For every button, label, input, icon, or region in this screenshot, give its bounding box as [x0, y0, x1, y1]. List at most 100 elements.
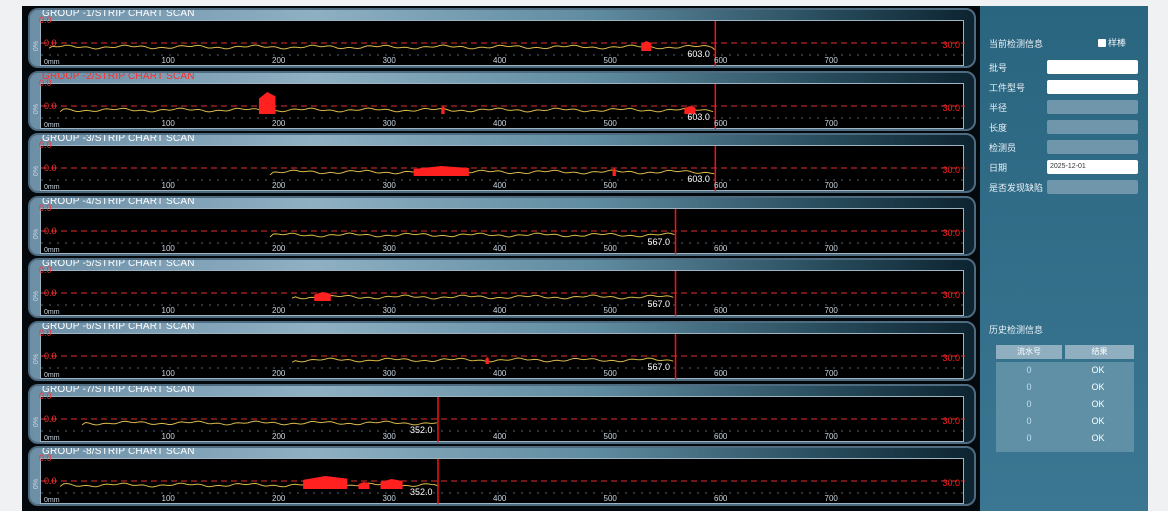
strip-plot-svg: [41, 334, 965, 379]
axis-tick-label: 400: [493, 369, 507, 378]
axis-tick-label: 700: [824, 369, 838, 378]
strip-title: GROUP -2/STRIP CHART SCAN: [42, 70, 195, 82]
field-label: 检测员: [989, 143, 1017, 153]
strip-chart-group-5: GROUP -5/STRIP CHART SCAN 0.0 0.0 0% 0mm 100 2…: [28, 258, 976, 319]
mm-origin-label: 0mm: [44, 59, 60, 66]
history-result: OK: [1091, 399, 1105, 409]
history-serial: 0: [1026, 365, 1032, 375]
axis-tick-label: 100: [161, 306, 175, 316]
strip-plot-svg: [41, 271, 965, 317]
axis-tick-label: 600: [714, 306, 728, 316]
scan-trace: [59, 107, 714, 113]
field-input[interactable]: [1047, 180, 1138, 194]
strip-title: GROUP -3/STRIP CHART SCAN: [42, 133, 195, 145]
strip-plot[interactable]: 0.0 0.0 0% 0mm 100 200 300 400 500 600 700 352.0 30.…: [33, 453, 965, 505]
field-input[interactable]: [1047, 60, 1138, 74]
history-row[interactable]: 0 OK: [996, 365, 1134, 379]
axis-tick-label: 200: [272, 56, 286, 65]
mid-scale-label: 0.0: [44, 38, 57, 48]
strip-plot[interactable]: 0.0 0.0 0% 0mm 100 200 300 400 500 600 700 567.0 30.…: [33, 328, 965, 379]
field-input[interactable]: [1047, 140, 1138, 154]
axis-tick-label: 400: [493, 306, 507, 316]
field-input[interactable]: [1047, 120, 1138, 134]
mm-origin-label: 0mm: [44, 184, 60, 192]
axis-tick-label: 200: [272, 494, 286, 504]
field-input[interactable]: 2025-12-01: [1047, 160, 1138, 174]
axis-tick-label: 300: [382, 431, 396, 441]
axis-tick-label: 500: [603, 243, 617, 253]
scan-trace: [269, 232, 675, 238]
strip-chart-group-8: GROUP -8/STRIP CHART SCAN 0.0 0.0 0% 0mm 100 2…: [28, 446, 976, 507]
current-inspection-title: 当前检测信息: [989, 39, 1044, 49]
top-scale-label: 0.0: [39, 390, 52, 401]
position-value-label: 352.0: [409, 487, 433, 498]
history-serial: 0: [1026, 399, 1032, 409]
history-row[interactable]: 0 OK: [996, 382, 1134, 396]
mm-origin-label: 0mm: [44, 372, 60, 379]
history-header-serial[interactable]: 流水号: [996, 345, 1062, 359]
strip-plot-svg: [41, 459, 965, 505]
position-value-label: 567.0: [647, 299, 671, 310]
axis-tick-label: 500: [603, 369, 617, 378]
mm-origin-label: 0mm: [44, 497, 60, 505]
axis-tick-label: 500: [603, 494, 617, 504]
strip-chart-group-7: GROUP -7/STRIP CHART SCAN 0.0 0.0 0% 0mm 100 2…: [28, 383, 976, 444]
history-row[interactable]: 0 OK: [996, 433, 1134, 447]
strip-title: GROUP -7/STRIP CHART SCAN: [42, 383, 195, 395]
top-scale-label: 0.0: [39, 453, 52, 464]
strip-chart-area: GROUP -1/STRIP CHART SCAN 0.0 0.0 0% 0mm 100 2…: [22, 6, 980, 511]
strip-plot[interactable]: 0.0 0.0 0% 0mm 100 200 300 400 500 600 700 603.0 30.…: [33, 78, 965, 129]
field-label: 长度: [989, 123, 1008, 133]
sample-rod-checkbox[interactable]: 样棒: [1098, 36, 1126, 49]
history-row[interactable]: 0 OK: [996, 399, 1134, 413]
axis-tick-label: 600: [714, 56, 728, 65]
mid-scale-label: 0.0: [44, 413, 57, 424]
axis-tick-label: 200: [272, 118, 286, 128]
threshold-label: 30.0: [942, 102, 960, 113]
percent-label: 0%: [33, 416, 41, 427]
strip-chart-group-3: GROUP -3/STRIP CHART SCAN 0.0 0.0 0% 0mm 100 2…: [28, 133, 976, 194]
strip-plot[interactable]: 0.0 0.0 0% 0mm 100 200 300 400 500 600 700 352.0 30.…: [33, 391, 965, 442]
axis-tick-label: 100: [161, 181, 175, 191]
field-input[interactable]: [1047, 100, 1138, 114]
percent-label: 0%: [33, 103, 41, 114]
strip-plot[interactable]: 0.0 0.0 0% 0mm 100 200 300 400 500 600 700 567.0 30.…: [33, 265, 965, 317]
percent-label: 0%: [33, 353, 41, 365]
threshold-label: 30.0: [942, 478, 960, 489]
strip-plot[interactable]: 0.0 0.0 0% 0mm 100 200 300 400 500 600 700 567.0 30.…: [33, 203, 965, 254]
field-label: 批号: [989, 63, 1008, 73]
field-label: 日期: [989, 163, 1008, 173]
position-value-label: 603.0: [687, 49, 710, 59]
strip-plot[interactable]: 0.0 0.0 0% 0mm 100 200 300 400 500 600 700 603.0 30.…: [33, 15, 965, 66]
history-result: OK: [1091, 433, 1105, 443]
axis-tick-label: 500: [603, 56, 617, 65]
mm-origin-label: 0mm: [44, 246, 60, 254]
checkbox-icon[interactable]: [1098, 39, 1106, 47]
strip-title: GROUP -1/STRIP CHART SCAN: [42, 8, 195, 19]
axis-tick-label: 500: [603, 118, 617, 128]
mid-scale-label: 0.0: [44, 100, 57, 111]
defect-indication: [641, 41, 652, 51]
history-header-result[interactable]: 结果: [1065, 345, 1134, 359]
axis-tick-label: 700: [824, 181, 838, 191]
history-row[interactable]: 0 OK: [996, 416, 1134, 430]
history-result: OK: [1091, 382, 1105, 392]
strip-plot[interactable]: 0.0 0.0 0% 0mm 100 200 300 400 500 600 700 603.0 30.…: [33, 140, 965, 192]
axis-tick-label: 200: [272, 431, 286, 441]
axis-tick-label: 600: [714, 243, 728, 253]
top-scale-label: 0.0: [39, 265, 52, 276]
axis-tick-label: 300: [382, 306, 396, 316]
top-scale-label: 0.0: [39, 15, 52, 25]
axis-tick-label: 100: [161, 118, 175, 128]
mid-scale-label: 0.0: [44, 288, 57, 299]
defect-indication: [303, 476, 348, 490]
threshold-label: 30.0: [942, 415, 960, 426]
axis-tick-label: 700: [824, 431, 838, 441]
field-input[interactable]: [1047, 80, 1138, 94]
axis-tick-label: 500: [603, 306, 617, 316]
axis-tick-label: 200: [272, 369, 286, 378]
sample-rod-label: 样棒: [1108, 38, 1127, 48]
axis-tick-label: 600: [714, 118, 728, 128]
defect-indication: [684, 105, 696, 114]
axis-tick-label: 600: [714, 494, 728, 504]
